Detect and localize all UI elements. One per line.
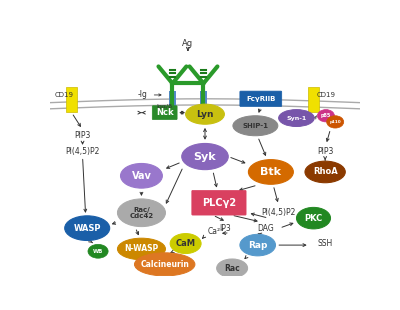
Text: CD19: CD19	[316, 92, 336, 98]
Text: p110: p110	[329, 120, 341, 124]
Text: Lyn: Lyn	[196, 110, 214, 119]
Text: PIP3: PIP3	[317, 147, 333, 156]
Text: Igα/β: Igα/β	[157, 104, 173, 109]
Ellipse shape	[120, 163, 162, 188]
Bar	[308, 87, 319, 112]
Ellipse shape	[134, 253, 195, 276]
Bar	[200, 91, 207, 113]
Text: PIP3: PIP3	[74, 131, 91, 140]
Text: IP3: IP3	[219, 224, 231, 233]
Ellipse shape	[217, 259, 248, 277]
FancyBboxPatch shape	[192, 190, 246, 215]
Ellipse shape	[233, 116, 278, 136]
Text: PLCγ2: PLCγ2	[202, 198, 236, 208]
Text: Vav: Vav	[132, 171, 151, 181]
Ellipse shape	[296, 207, 330, 229]
Text: PI(4,5)P2: PI(4,5)P2	[65, 147, 100, 156]
Ellipse shape	[279, 109, 314, 126]
Text: Btk: Btk	[260, 167, 281, 177]
Text: FcγRIIB: FcγRIIB	[246, 96, 276, 102]
Text: Syn-1: Syn-1	[286, 116, 306, 121]
Text: Nck: Nck	[156, 108, 174, 117]
Text: SHIP-1: SHIP-1	[242, 123, 268, 129]
Ellipse shape	[186, 104, 224, 124]
Text: RhoA: RhoA	[313, 167, 338, 176]
Text: CaM: CaM	[176, 239, 196, 248]
Bar	[66, 87, 77, 112]
Text: WASP: WASP	[74, 224, 101, 233]
Text: PI(4,5)P2: PI(4,5)P2	[262, 208, 296, 217]
Text: Rap: Rap	[248, 241, 267, 250]
Ellipse shape	[182, 144, 228, 170]
Text: WB: WB	[93, 249, 103, 254]
Ellipse shape	[317, 109, 334, 122]
Text: N-WASP: N-WASP	[124, 245, 158, 254]
Text: SSH: SSH	[318, 239, 333, 248]
Text: Rac: Rac	[224, 264, 240, 273]
Ellipse shape	[327, 116, 344, 128]
Text: CD19: CD19	[54, 92, 74, 98]
Text: p85: p85	[321, 113, 331, 118]
Text: Syk: Syk	[194, 152, 216, 162]
Bar	[168, 91, 176, 113]
Ellipse shape	[118, 238, 166, 260]
Ellipse shape	[118, 199, 166, 227]
Ellipse shape	[170, 233, 201, 254]
Text: Ca²⁺: Ca²⁺	[208, 227, 225, 236]
FancyBboxPatch shape	[240, 91, 282, 107]
Text: Ag: Ag	[182, 39, 194, 48]
Ellipse shape	[240, 234, 276, 256]
FancyBboxPatch shape	[152, 106, 177, 120]
Ellipse shape	[305, 161, 345, 183]
Ellipse shape	[65, 216, 110, 241]
Ellipse shape	[248, 160, 293, 184]
Text: PKC: PKC	[304, 214, 323, 223]
Text: Rac/
Cdc42: Rac/ Cdc42	[129, 206, 154, 219]
Text: -Ig: -Ig	[138, 91, 148, 100]
Text: DAG: DAG	[257, 224, 274, 233]
Text: Calcineurin: Calcineurin	[140, 260, 189, 269]
Ellipse shape	[88, 244, 108, 258]
